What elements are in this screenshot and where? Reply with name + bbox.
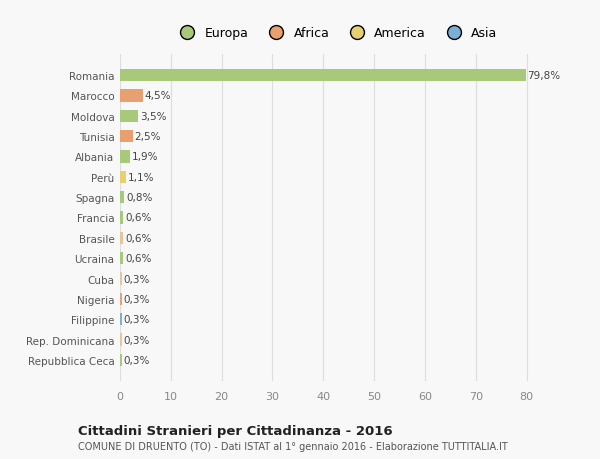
Bar [120, 212, 123, 224]
Text: 0,3%: 0,3% [124, 274, 150, 284]
Legend: Europa, Africa, America, Asia: Europa, Africa, America, Asia [170, 22, 502, 45]
Bar [120, 70, 526, 82]
Text: 0,6%: 0,6% [125, 213, 151, 223]
Text: 1,1%: 1,1% [128, 173, 154, 182]
Text: 4,5%: 4,5% [145, 91, 172, 101]
Bar [120, 293, 122, 305]
Bar [120, 171, 125, 184]
Bar [120, 111, 138, 123]
Text: 2,5%: 2,5% [135, 132, 161, 142]
Text: 0,6%: 0,6% [125, 254, 151, 263]
Text: 0,3%: 0,3% [124, 314, 150, 325]
Text: 0,3%: 0,3% [124, 355, 150, 365]
Text: COMUNE DI DRUENTO (TO) - Dati ISTAT al 1° gennaio 2016 - Elaborazione TUTTITALIA: COMUNE DI DRUENTO (TO) - Dati ISTAT al 1… [78, 441, 508, 451]
Text: 0,8%: 0,8% [126, 193, 152, 203]
Text: 1,9%: 1,9% [131, 152, 158, 162]
Bar [120, 313, 122, 325]
Bar [120, 90, 143, 102]
Text: Cittadini Stranieri per Cittadinanza - 2016: Cittadini Stranieri per Cittadinanza - 2… [78, 424, 392, 437]
Bar [120, 151, 130, 163]
Bar [120, 131, 133, 143]
Bar [120, 252, 123, 265]
Text: 79,8%: 79,8% [527, 71, 561, 81]
Text: 0,3%: 0,3% [124, 294, 150, 304]
Bar [120, 334, 122, 346]
Bar [120, 354, 122, 366]
Text: 3,5%: 3,5% [140, 112, 166, 122]
Text: 0,3%: 0,3% [124, 335, 150, 345]
Bar [120, 273, 122, 285]
Bar [120, 232, 123, 244]
Bar [120, 192, 124, 204]
Text: 0,6%: 0,6% [125, 233, 151, 243]
